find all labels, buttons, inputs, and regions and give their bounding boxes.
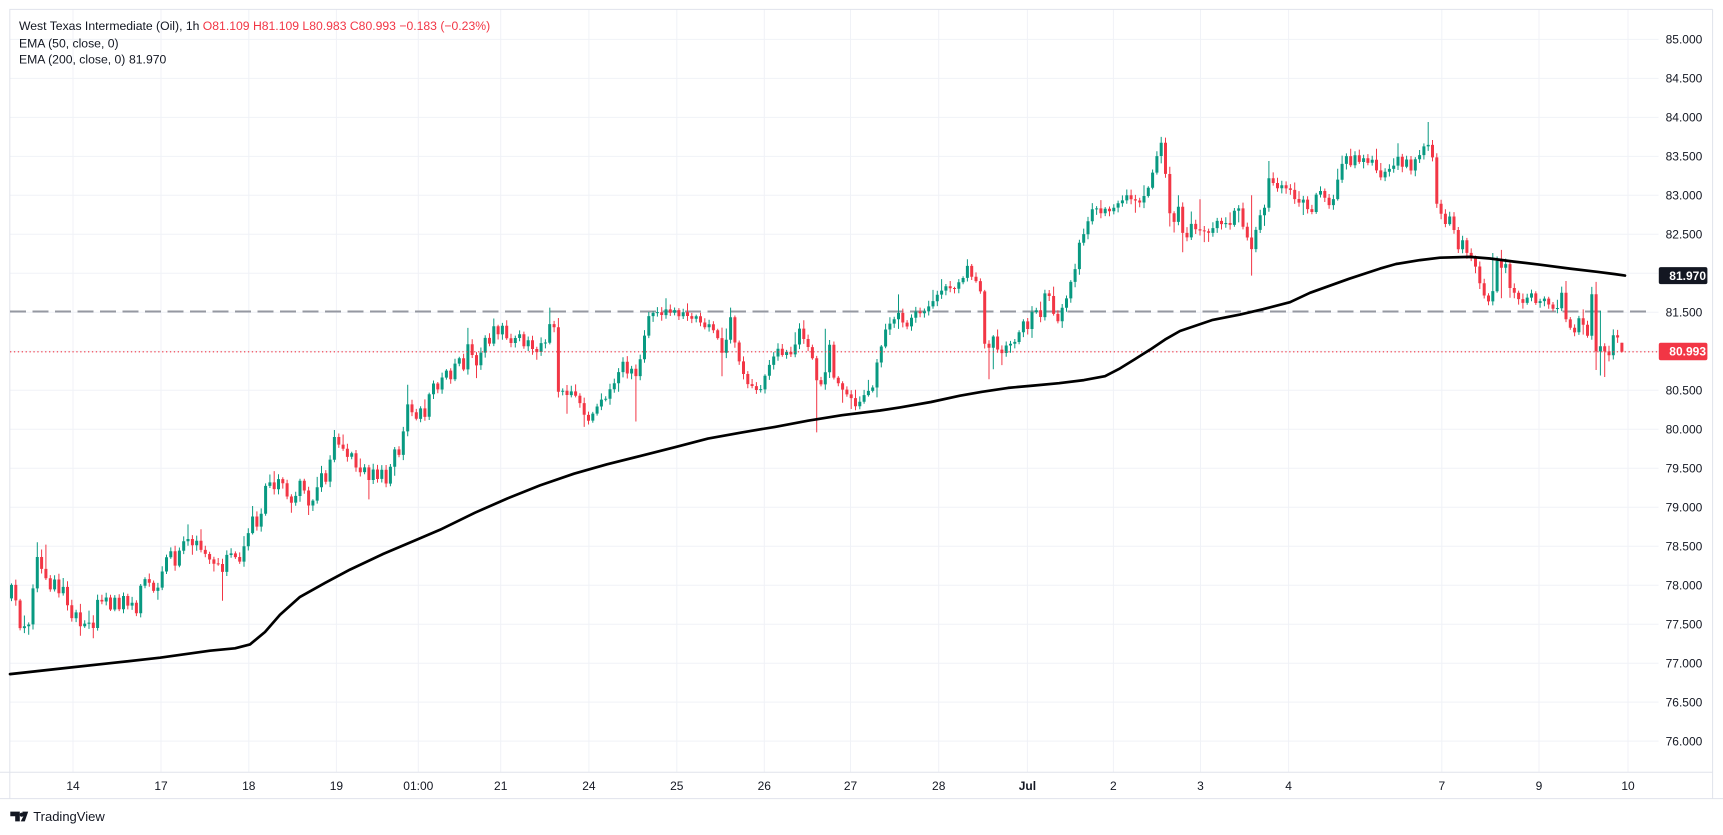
svg-text:83.000: 83.000: [1666, 189, 1703, 203]
svg-text:21: 21: [494, 779, 508, 793]
svg-text:77.500: 77.500: [1666, 617, 1703, 631]
svg-text:80.000: 80.000: [1666, 422, 1703, 436]
svg-text:78.500: 78.500: [1666, 539, 1703, 553]
svg-text:85.000: 85.000: [1666, 33, 1703, 47]
svg-text:81.970: 81.970: [129, 52, 166, 66]
svg-text:EMA (200, close, 0): EMA (200, close, 0): [19, 52, 125, 66]
svg-text:9: 9: [1536, 779, 1543, 793]
svg-text:27: 27: [844, 779, 858, 793]
svg-text:81.500: 81.500: [1666, 306, 1703, 320]
svg-text:26: 26: [758, 779, 772, 793]
svg-text:EMA (50, close, 0): EMA (50, close, 0): [19, 36, 119, 50]
svg-text:3: 3: [1197, 779, 1204, 793]
svg-text:10: 10: [1621, 779, 1635, 793]
svg-text:28: 28: [932, 779, 946, 793]
svg-text:77.000: 77.000: [1666, 656, 1703, 670]
svg-text:19: 19: [330, 779, 344, 793]
svg-text:TradingView: TradingView: [33, 809, 105, 824]
svg-text:81.970: 81.970: [1669, 269, 1706, 283]
svg-text:83.500: 83.500: [1666, 150, 1703, 164]
svg-text:24: 24: [582, 779, 596, 793]
svg-text:2: 2: [1110, 779, 1117, 793]
svg-text:14: 14: [66, 779, 80, 793]
svg-text:Jul: Jul: [1019, 779, 1036, 793]
svg-text:25: 25: [670, 779, 684, 793]
svg-text:17: 17: [154, 779, 168, 793]
svg-text:79.000: 79.000: [1666, 500, 1703, 514]
svg-text:4: 4: [1285, 779, 1292, 793]
svg-text:01:00: 01:00: [403, 779, 433, 793]
svg-text:84.000: 84.000: [1666, 111, 1703, 125]
svg-text:76.000: 76.000: [1666, 734, 1703, 748]
svg-text:78.000: 78.000: [1666, 578, 1703, 592]
svg-text:76.500: 76.500: [1666, 695, 1703, 709]
svg-text:80.993: 80.993: [1669, 345, 1706, 359]
svg-text:West Texas Intermediate (Oil),: West Texas Intermediate (Oil), 1h O81.10…: [19, 19, 490, 33]
svg-text:84.500: 84.500: [1666, 72, 1703, 86]
svg-text:82.500: 82.500: [1666, 228, 1703, 242]
svg-text:18: 18: [242, 779, 256, 793]
svg-text:80.500: 80.500: [1666, 384, 1703, 398]
svg-text:7: 7: [1438, 779, 1445, 793]
svg-text:79.500: 79.500: [1666, 461, 1703, 475]
